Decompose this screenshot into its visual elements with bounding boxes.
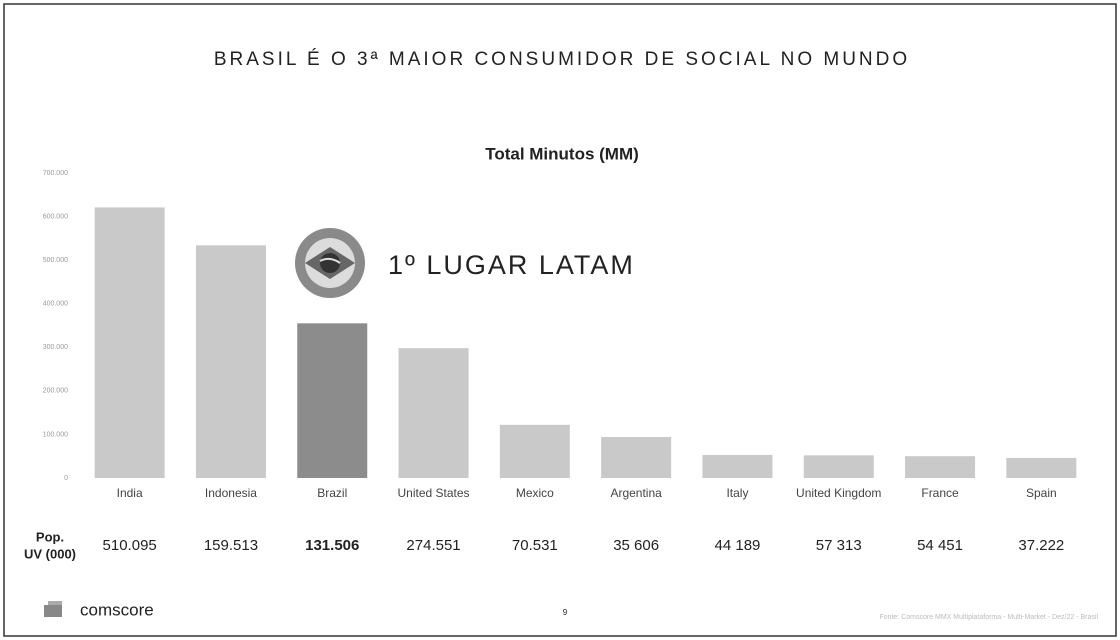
- x-tick-label: Argentina: [610, 486, 662, 500]
- y-tick-label: 200.000: [43, 388, 68, 395]
- bar: [803, 455, 874, 478]
- x-tick-label: United Kingdom: [796, 486, 881, 500]
- bar: [499, 424, 570, 478]
- x-tick-label: United States: [398, 486, 470, 500]
- x-tick-label: Indonesia: [205, 486, 257, 500]
- y-tick-label: 700.000: [43, 170, 68, 177]
- y-tick-label: 600.000: [43, 213, 68, 220]
- population-value: 37.222: [1018, 537, 1064, 554]
- brand: comscore: [80, 600, 154, 619]
- x-tick-label: Spain: [1026, 486, 1057, 500]
- population-value: 510.095: [103, 537, 157, 554]
- bar: [905, 456, 976, 478]
- chart-title: Total Minutos (MM): [485, 144, 639, 163]
- x-tick-label: Brazil: [317, 486, 347, 500]
- x-tick-label: Mexico: [516, 486, 554, 500]
- x-tick-label: India: [117, 486, 143, 500]
- bar: [398, 348, 469, 478]
- slide-title: BRASIL É O 3ª MAIOR CONSUMIDOR DE SOCIAL…: [214, 49, 910, 70]
- source-note: Fonte: Comscore MMX Multiplataforma - Mu…: [879, 614, 1098, 621]
- bar: [94, 207, 165, 478]
- population-value: 44 189: [715, 537, 761, 554]
- slide-frame: [3, 3, 1117, 637]
- population-label: UV (000): [24, 546, 76, 561]
- bar: [195, 245, 266, 478]
- population-label: Pop.: [36, 529, 64, 544]
- flag-icon: [295, 228, 365, 298]
- bar: [297, 323, 368, 478]
- y-tick-label: 500.000: [43, 257, 68, 264]
- population-value: 57 313: [816, 537, 862, 554]
- bar: [601, 437, 672, 478]
- x-tick-label: Italy: [726, 486, 748, 500]
- bar: [1006, 457, 1077, 478]
- y-tick-label: 0: [64, 475, 68, 482]
- population-value: 159.513: [204, 537, 258, 554]
- comscore-logo: [44, 601, 62, 617]
- population-value: 70.531: [512, 537, 558, 554]
- population-value: 54 451: [917, 537, 963, 554]
- bar: [702, 454, 773, 478]
- population-value: 274.551: [406, 537, 460, 554]
- population-value: 131.506: [305, 537, 359, 554]
- x-tick-label: France: [921, 486, 959, 500]
- y-tick-label: 300.000: [43, 344, 68, 351]
- population-value: 35 606: [613, 537, 659, 554]
- page-number: 9: [563, 608, 568, 617]
- y-tick-label: 400.000: [43, 301, 68, 308]
- annotation: 1º LUGAR LATAM: [388, 250, 635, 280]
- y-tick-label: 100.000: [43, 431, 68, 438]
